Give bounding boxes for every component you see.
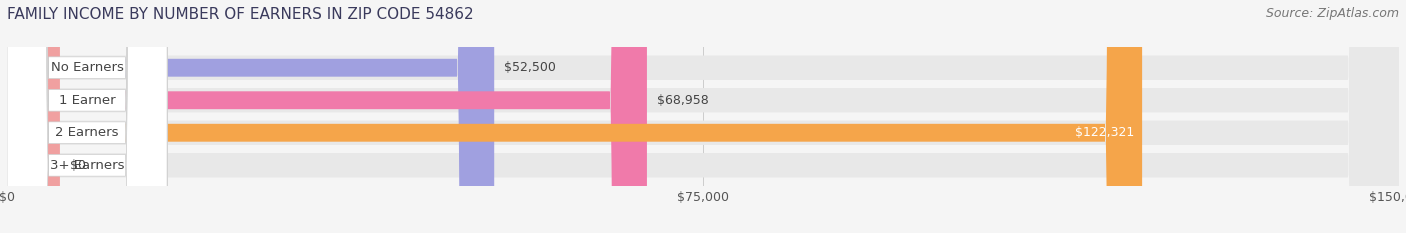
FancyBboxPatch shape bbox=[7, 0, 167, 233]
Text: $52,500: $52,500 bbox=[503, 61, 555, 74]
Text: $0: $0 bbox=[70, 159, 86, 172]
FancyBboxPatch shape bbox=[7, 0, 167, 233]
FancyBboxPatch shape bbox=[7, 0, 1399, 233]
FancyBboxPatch shape bbox=[7, 0, 495, 233]
Text: 3+ Earners: 3+ Earners bbox=[49, 159, 124, 172]
Text: FAMILY INCOME BY NUMBER OF EARNERS IN ZIP CODE 54862: FAMILY INCOME BY NUMBER OF EARNERS IN ZI… bbox=[7, 7, 474, 22]
Text: Source: ZipAtlas.com: Source: ZipAtlas.com bbox=[1265, 7, 1399, 20]
Text: 2 Earners: 2 Earners bbox=[55, 126, 120, 139]
FancyBboxPatch shape bbox=[7, 0, 167, 233]
Text: $122,321: $122,321 bbox=[1074, 126, 1133, 139]
Text: No Earners: No Earners bbox=[51, 61, 124, 74]
FancyBboxPatch shape bbox=[7, 0, 1399, 233]
FancyBboxPatch shape bbox=[7, 0, 1399, 233]
Text: $68,958: $68,958 bbox=[657, 94, 709, 107]
FancyBboxPatch shape bbox=[7, 0, 1142, 233]
Text: 1 Earner: 1 Earner bbox=[59, 94, 115, 107]
FancyBboxPatch shape bbox=[7, 0, 167, 233]
FancyBboxPatch shape bbox=[7, 0, 647, 233]
FancyBboxPatch shape bbox=[7, 0, 60, 233]
FancyBboxPatch shape bbox=[7, 0, 1399, 233]
